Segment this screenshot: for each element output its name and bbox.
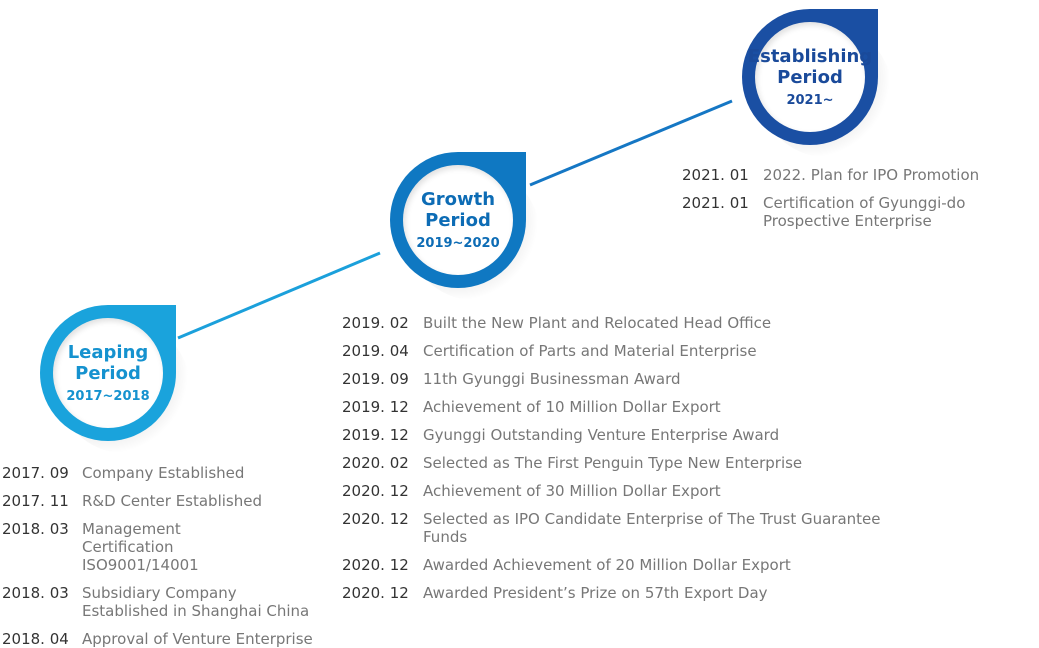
event-item: 2019. 02 Built the New Plant and Relocat… [342,314,922,332]
period-badge-growth: Growth Period 2019~2020 [390,152,540,300]
event-text: R&D Center Established [82,492,262,510]
event-item: 2021. 01 2022. Plan for IPO Promotion [682,166,1037,184]
period-name: Establishing Period [748,46,872,88]
event-item: 2020. 02 Selected as The First Penguin T… [342,454,922,472]
event-item: 2019. 04 Certification of Parts and Mate… [342,342,922,360]
event-text: Approval of Venture Enterprise [82,630,313,648]
event-text: Gyunggi Outstanding Venture Enterprise A… [423,426,780,444]
event-item: 2019. 12 Gyunggi Outstanding Venture Ent… [342,426,922,444]
event-item: 2018. 03 Subsidiary Company Established … [2,584,332,620]
event-text: 2022. Plan for IPO Promotion [763,166,980,184]
period-name-line1: Growth [420,189,496,210]
period-name-line1: Establishing [747,46,873,67]
event-date: 2019. 12 [342,398,409,416]
event-item: 2019. 09 11th Gyunggi Businessman Award [342,370,922,388]
badge-inner: Establishing Period 2021~ [748,22,872,132]
event-date: 2017. 11 [2,492,69,510]
event-date: 2017. 09 [2,464,69,482]
event-date: 2021. 01 [682,194,749,212]
event-date: 2020. 12 [342,556,409,574]
event-item: 2020. 12 Selected as IPO Candidate Enter… [342,510,922,546]
event-item: 2020. 12 Achievement of 30 Million Dolla… [342,482,922,500]
badge-inner: Growth Period 2019~2020 [403,165,513,275]
event-date: 2021. 01 [682,166,749,184]
event-item: 2020. 12 Awarded President’s Prize on 57… [342,584,922,602]
event-date: 2019. 12 [342,426,409,444]
connector-growth-to-establishing [529,99,733,187]
event-text: Subsidiary Company Established in Shangh… [82,584,310,620]
event-list-leaping: 2017. 09 Company Established 2017. 11 R&… [2,464,332,648]
event-text: Built the New Plant and Relocated Head O… [423,314,772,332]
event-date: 2018. 03 [2,520,69,538]
badge-inner: Leaping Period 2017~2018 [53,318,163,428]
event-text: Awarded President’s Prize on 57th Export… [423,584,768,602]
event-date: 2020. 02 [342,454,409,472]
event-item: 2017. 11 R&D Center Established [2,492,332,510]
period-years: 2019~2020 [416,236,500,251]
period-name-line2: Period [75,363,141,384]
connector-leaping-to-growth [177,251,381,340]
event-date: 2018. 04 [2,630,69,648]
event-date: 2019. 09 [342,370,409,388]
event-text: Certification of Parts and Material Ente… [423,342,757,360]
event-text: Selected as The First Penguin Type New E… [423,454,803,472]
event-list-establishing: 2021. 01 2022. Plan for IPO Promotion 20… [682,166,1037,230]
period-badge-leaping: Leaping Period 2017~2018 [40,305,190,453]
event-text: Selected as IPO Candidate Enterprise of … [423,510,881,546]
period-name: Leaping Period [68,342,149,384]
event-text: Achievement of 10 Million Dollar Export [423,398,721,416]
event-text: Achievement of 30 Million Dollar Export [423,482,721,500]
event-text: Certification of Gyunggi-do Prospective … [763,194,966,230]
period-badge-establishing: Establishing Period 2021~ [742,9,892,157]
event-text: Management Certification ISO9001/14001 [82,520,199,574]
event-date: 2019. 02 [342,314,409,332]
event-text: 11th Gyunggi Businessman Award [423,370,681,388]
event-date: 2020. 12 [342,510,409,528]
event-date: 2020. 12 [342,482,409,500]
event-item: 2021. 01 Certification of Gyunggi-do Pro… [682,194,1037,230]
period-years: 2017~2018 [66,389,150,404]
period-name-line1: Leaping [67,342,149,363]
event-list-growth: 2019. 02 Built the New Plant and Relocat… [342,314,922,602]
event-date: 2019. 04 [342,342,409,360]
event-item: 2019. 12 Achievement of 10 Million Dolla… [342,398,922,416]
event-text: Company Established [82,464,245,482]
period-name-line2: Period [777,67,843,88]
event-item: 2018. 03 Management Certification ISO900… [2,520,332,574]
event-item: 2017. 09 Company Established [2,464,332,482]
event-item: 2018. 04 Approval of Venture Enterprise [2,630,332,648]
period-years: 2021~ [786,93,834,108]
timeline-connectors [177,99,733,340]
period-name-line2: Period [425,210,491,231]
event-text: Awarded Achievement of 20 Million Dollar… [423,556,791,574]
period-name: Growth Period [421,189,495,231]
event-date: 2018. 03 [2,584,69,602]
event-item: 2020. 12 Awarded Achievement of 20 Milli… [342,556,922,574]
event-date: 2020. 12 [342,584,409,602]
